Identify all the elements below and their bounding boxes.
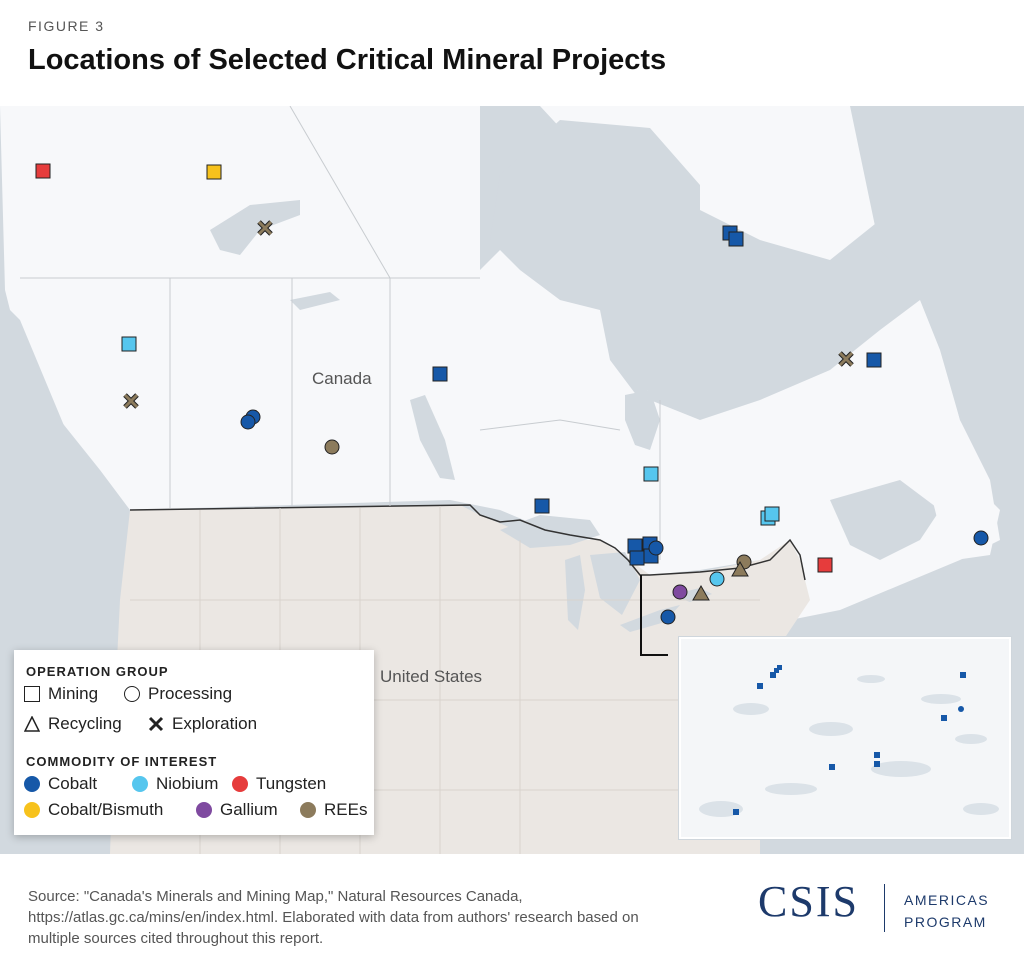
label-united-states: United States xyxy=(380,667,482,686)
marker-ree-processing[interactable] xyxy=(324,439,340,455)
marker-cobalt-processing[interactable] xyxy=(973,530,989,546)
legend-item-tungsten: Tungsten xyxy=(232,774,326,794)
legend-item-cobalt: Cobalt xyxy=(24,774,97,794)
legend: OPERATION GROUP Mining Processing Recycl… xyxy=(14,650,374,835)
tungsten-dot-icon xyxy=(232,776,248,792)
inset-lakes xyxy=(699,675,999,817)
inset-marker-cobalt-mining[interactable] xyxy=(774,668,779,673)
marker-cobalt-processing[interactable] xyxy=(660,609,676,625)
pacific-west xyxy=(0,300,125,660)
legend-item-recycling: Recycling xyxy=(24,714,122,734)
legend-label: Recycling xyxy=(48,714,122,733)
legend-item-niobium: Niobium xyxy=(132,774,218,794)
legend-commodity-heading: COMMODITY OF INTEREST xyxy=(26,754,218,769)
marker-tungsten-mining[interactable] xyxy=(817,557,833,573)
marker-ree-exploration[interactable] xyxy=(123,393,139,409)
marker-niobium-mining[interactable] xyxy=(764,506,780,522)
inset-marker-cobalt-mining[interactable] xyxy=(770,672,776,678)
legend-operation-heading: OPERATION GROUP xyxy=(26,664,169,679)
figure-label: FIGURE 3 xyxy=(28,18,105,34)
niobium-dot-icon xyxy=(132,776,148,792)
marker-ree-recycling[interactable] xyxy=(731,560,749,577)
marker-niobium-mining[interactable] xyxy=(643,466,659,482)
inset-marker-cobalt-mining[interactable] xyxy=(733,809,739,815)
inset-map xyxy=(679,637,1011,839)
marker-cobalt-mining[interactable] xyxy=(629,550,645,566)
gallium-dot-icon xyxy=(196,802,212,818)
logo-divider xyxy=(884,884,885,932)
legend-label: Processing xyxy=(148,684,233,703)
cobalt-bismuth-dot-icon xyxy=(24,802,40,818)
gulf-st-lawrence xyxy=(830,480,940,560)
lake-huron xyxy=(590,552,640,615)
marker-tungsten-mining[interactable] xyxy=(35,163,51,179)
us-canada-border xyxy=(129,504,806,581)
circle-icon xyxy=(124,686,140,702)
inset-marker-cobalt-mining[interactable] xyxy=(874,761,880,767)
inset-marker-cobalt-mining[interactable] xyxy=(777,665,782,670)
inset-marker-cobalt-mining[interactable] xyxy=(941,715,947,721)
map-svg: Canada United States xyxy=(0,106,1024,854)
source-note: Source: "Canada's Minerals and Mining Ma… xyxy=(28,888,639,947)
logo-program: AMERICAS PROGRAM xyxy=(904,889,989,933)
province-borders xyxy=(20,106,661,560)
great-slave-lake xyxy=(210,200,300,255)
legend-label: Exploration xyxy=(172,714,258,733)
legend-item-mining: Mining xyxy=(24,684,98,704)
x-icon xyxy=(148,716,164,732)
marker-cobalt-mining[interactable] xyxy=(866,352,882,368)
inset-marker-cobalt-mining[interactable] xyxy=(874,752,880,758)
legend-label: Niobium xyxy=(156,774,219,793)
logo-line-1: AMERICAS xyxy=(904,892,990,908)
inset-svg xyxy=(681,639,1009,837)
inset-marker-cobalt-mining[interactable] xyxy=(960,672,966,678)
marker-niobium-processing[interactable] xyxy=(709,571,725,587)
marker-cobalt-bismuth-mining[interactable] xyxy=(206,164,222,180)
inset-marker-cobalt-mining[interactable] xyxy=(829,764,835,770)
marker-ree-exploration[interactable] xyxy=(257,220,273,236)
marker-niobium-mining[interactable] xyxy=(121,336,137,352)
lake-winnipeg xyxy=(410,395,455,480)
rees-dot-icon xyxy=(300,802,316,818)
legend-label: Tungsten xyxy=(256,774,327,793)
lake-athabasca xyxy=(290,292,340,310)
lake-michigan xyxy=(565,555,585,630)
marker-cobalt-mining[interactable] xyxy=(728,231,744,247)
james-bay xyxy=(625,390,660,450)
atlantic-east xyxy=(850,106,1024,520)
inset-marker-cobalt-processing[interactable] xyxy=(958,706,964,712)
legend-label: Mining xyxy=(48,684,99,703)
legend-item-processing: Processing xyxy=(124,684,232,704)
triangle-icon xyxy=(24,716,40,732)
legend-item-gallium: Gallium xyxy=(196,800,278,820)
hudson-bay xyxy=(490,120,700,400)
marker-gallium-processing[interactable] xyxy=(672,584,688,600)
inset-marker-cobalt-mining[interactable] xyxy=(757,683,763,689)
legend-label: Cobalt/Bismuth xyxy=(48,800,164,819)
label-canada: Canada xyxy=(312,369,372,388)
cobalt-dot-icon xyxy=(24,776,40,792)
figure-title: Locations of Selected Critical Mineral P… xyxy=(28,44,667,76)
legend-label: Cobalt xyxy=(48,774,98,793)
inset-markers xyxy=(733,665,966,815)
marker-cobalt-mining[interactable] xyxy=(534,498,550,514)
marker-cobalt-processing[interactable] xyxy=(240,414,256,430)
legend-item-rees: REEs xyxy=(300,800,367,820)
legend-item-exploration: Exploration xyxy=(148,714,257,734)
legend-label: Gallium xyxy=(220,800,278,819)
legend-item-cobalt-bismuth: Cobalt/Bismuth xyxy=(24,800,163,820)
inset-pointer-line xyxy=(640,575,668,656)
csis-logo: CSIS xyxy=(758,877,859,926)
marker-cobalt-mining[interactable] xyxy=(432,366,448,382)
marker-ree-recycling[interactable] xyxy=(692,584,710,601)
legend-label: REEs xyxy=(324,800,368,819)
markers xyxy=(35,163,989,625)
logo-line-2: PROGRAM xyxy=(904,914,987,930)
map: Canada United States xyxy=(0,106,1024,854)
marker-ree-exploration[interactable] xyxy=(838,351,854,367)
square-icon xyxy=(24,686,40,702)
marker-cobalt-processing[interactable] xyxy=(648,540,664,556)
